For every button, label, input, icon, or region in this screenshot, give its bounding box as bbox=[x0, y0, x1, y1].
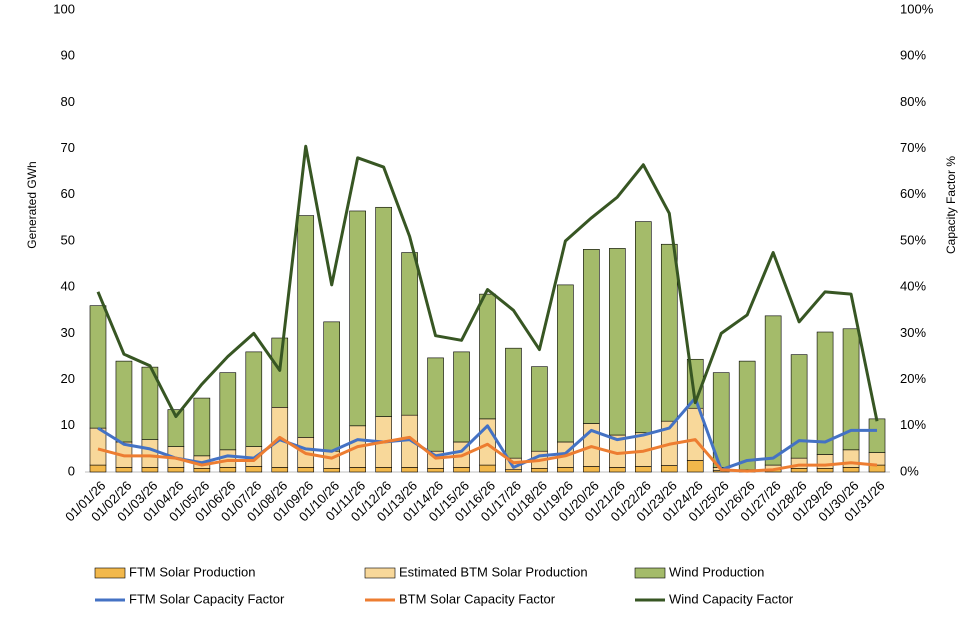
bar bbox=[401, 467, 418, 473]
bar bbox=[89, 305, 107, 429]
bar bbox=[557, 284, 574, 443]
bar bbox=[193, 397, 211, 457]
legend-swatch bbox=[634, 567, 666, 579]
bar bbox=[531, 468, 548, 473]
bar bbox=[479, 464, 496, 473]
bar bbox=[686, 460, 704, 473]
legend-label: Wind Production bbox=[669, 564, 764, 579]
legend-label: Wind Capacity Factor bbox=[669, 591, 794, 606]
y2-tick-label: 30% bbox=[900, 325, 926, 340]
bar bbox=[635, 221, 652, 434]
bar bbox=[842, 467, 860, 473]
bar bbox=[219, 372, 237, 451]
y-tick-label: 10 bbox=[61, 417, 75, 432]
bar bbox=[349, 467, 366, 473]
y2-tick-label: 80% bbox=[900, 94, 926, 109]
bar bbox=[271, 337, 289, 408]
y2-tick-label: 20% bbox=[900, 371, 926, 386]
bar bbox=[842, 328, 860, 451]
bar bbox=[816, 331, 834, 455]
bar bbox=[115, 467, 133, 473]
y2-tick-label: 0% bbox=[900, 463, 919, 478]
bar bbox=[557, 467, 574, 473]
bar bbox=[427, 357, 444, 452]
bar bbox=[375, 467, 392, 473]
bar bbox=[401, 252, 418, 416]
bar bbox=[790, 468, 808, 473]
bar bbox=[764, 315, 782, 466]
bar bbox=[427, 468, 444, 473]
bar bbox=[141, 467, 159, 473]
bar bbox=[323, 321, 340, 452]
line bbox=[97, 396, 878, 472]
y-axis-title: Generated GWh bbox=[25, 161, 39, 248]
bar bbox=[816, 468, 834, 473]
line bbox=[97, 435, 878, 473]
bar bbox=[583, 249, 600, 424]
y-tick-label: 40 bbox=[61, 279, 75, 294]
line bbox=[96, 144, 879, 422]
bar bbox=[375, 206, 392, 417]
bar bbox=[609, 248, 626, 436]
bar bbox=[89, 427, 107, 466]
y-tick-label: 20 bbox=[61, 371, 75, 386]
bar bbox=[271, 467, 289, 473]
legend-swatch bbox=[364, 567, 396, 579]
y2-tick-label: 100% bbox=[900, 1, 934, 16]
legend-label: Estimated BTM Solar Production bbox=[399, 564, 588, 579]
y-tick-label: 90 bbox=[61, 48, 75, 63]
bar bbox=[89, 464, 107, 473]
bar bbox=[323, 450, 340, 469]
y-tick-label: 0 bbox=[68, 463, 75, 478]
bar bbox=[167, 409, 185, 447]
bar bbox=[141, 439, 159, 468]
bar bbox=[219, 467, 237, 473]
bar bbox=[531, 366, 548, 452]
legend-label: BTM Solar Capacity Factor bbox=[399, 591, 556, 606]
bar bbox=[479, 293, 496, 420]
bar bbox=[245, 351, 263, 447]
y-tick-label: 80 bbox=[61, 94, 75, 109]
bar bbox=[738, 360, 756, 470]
bar bbox=[609, 467, 626, 473]
bar bbox=[453, 467, 470, 473]
y2-tick-label: 10% bbox=[900, 417, 926, 432]
y2-tick-label: 60% bbox=[900, 186, 926, 201]
bar bbox=[245, 466, 263, 473]
y2-tick-label: 90% bbox=[900, 48, 926, 63]
bar bbox=[790, 354, 808, 459]
bar bbox=[349, 210, 366, 427]
bar bbox=[660, 243, 678, 422]
bar bbox=[167, 467, 185, 473]
bar bbox=[505, 347, 522, 459]
bar bbox=[453, 351, 470, 443]
bar bbox=[635, 466, 652, 473]
y-tick-label: 50 bbox=[61, 232, 75, 247]
bar bbox=[297, 215, 315, 438]
legend-label: FTM Solar Capacity Factor bbox=[129, 591, 285, 606]
bar bbox=[193, 468, 211, 473]
bar bbox=[868, 464, 886, 473]
y-tick-label: 30 bbox=[61, 325, 75, 340]
bar bbox=[115, 360, 133, 443]
y2-tick-label: 40% bbox=[900, 279, 926, 294]
y2-tick-label: 50% bbox=[900, 232, 926, 247]
bar bbox=[660, 465, 678, 473]
bar bbox=[868, 418, 886, 453]
y-tick-label: 100 bbox=[53, 1, 75, 16]
bar bbox=[297, 467, 315, 473]
legend-label: FTM Solar Production bbox=[129, 564, 255, 579]
bar bbox=[505, 469, 522, 473]
legend-swatch bbox=[94, 567, 126, 579]
bar bbox=[323, 468, 340, 473]
y-tick-label: 60 bbox=[61, 186, 75, 201]
bar bbox=[583, 466, 600, 473]
y-tick-label: 70 bbox=[61, 140, 75, 155]
y2-axis-title: Capacity Factor % bbox=[944, 156, 958, 254]
y2-tick-label: 70% bbox=[900, 140, 926, 155]
